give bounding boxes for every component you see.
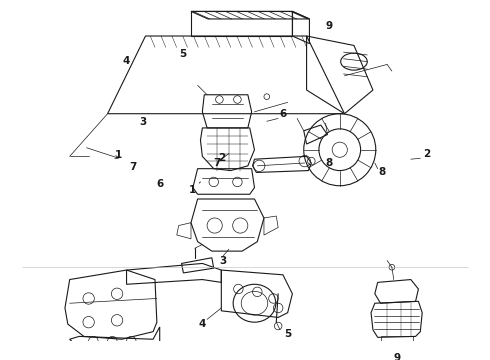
Text: 8: 8 — [379, 167, 386, 177]
Text: 2: 2 — [423, 149, 431, 158]
Text: 1: 1 — [115, 150, 122, 160]
Text: 9: 9 — [393, 353, 400, 360]
Text: 7: 7 — [129, 162, 136, 172]
Text: 6: 6 — [157, 179, 164, 189]
Text: 9: 9 — [325, 21, 332, 31]
Text: 2: 2 — [218, 153, 225, 163]
Text: 5: 5 — [179, 49, 186, 59]
Text: 7: 7 — [213, 158, 220, 168]
Text: 4: 4 — [198, 319, 206, 329]
Text: 8: 8 — [325, 158, 332, 168]
Text: 5: 5 — [284, 329, 291, 338]
Text: 4: 4 — [123, 56, 130, 66]
Text: 1: 1 — [189, 182, 200, 194]
Text: 3: 3 — [139, 117, 147, 127]
Text: 3: 3 — [220, 256, 227, 266]
Text: 6: 6 — [279, 109, 287, 119]
